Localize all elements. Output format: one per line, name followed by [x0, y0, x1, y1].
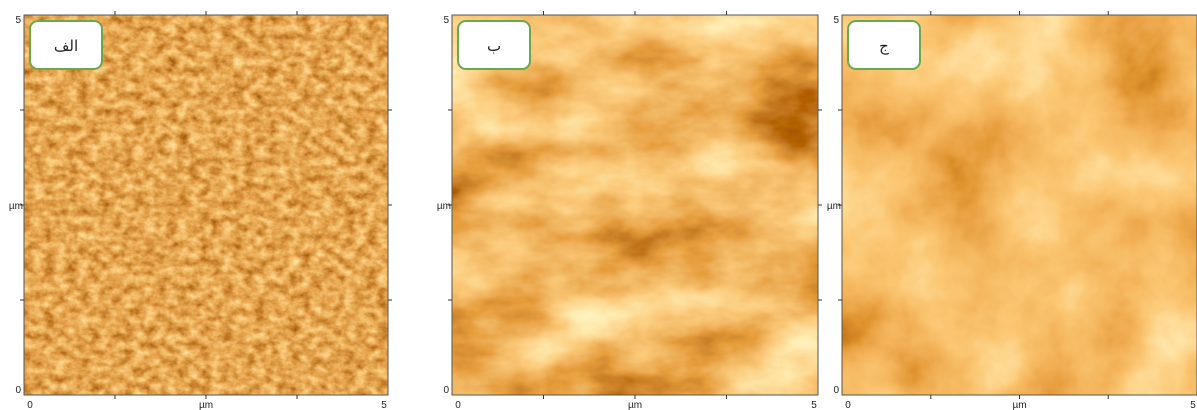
y-tick-label: 5 [15, 15, 21, 26]
afm-panel: 5 µm 00 µm 5 الف [9, 11, 392, 410]
afm-panel: 5 µm 00 µm 5 ج [827, 11, 1197, 410]
x-tick-label: 0 [845, 400, 851, 410]
x-tick-label: 5 [811, 400, 817, 410]
x-tick-label: 5 [1190, 400, 1196, 410]
x-axis-label: µm [1012, 400, 1026, 410]
panel-label: ب [487, 37, 501, 55]
y-tick-label: 5 [443, 15, 449, 26]
x-tick-label: 5 [381, 400, 387, 410]
y-tick-label: 0 [443, 385, 449, 396]
y-tick-label: 0 [15, 385, 21, 396]
x-tick-label: 0 [455, 400, 461, 410]
x-tick-label: 0 [27, 400, 33, 410]
afm-image [842, 15, 1197, 395]
panel-label: ج [879, 37, 889, 56]
y-tick-label: 5 [833, 15, 839, 26]
y-tick-label: 0 [833, 385, 839, 396]
panel-label: الف [54, 37, 78, 55]
x-axis-label: µm [199, 400, 213, 410]
afm-image [452, 15, 818, 395]
afm-panel: 5 µm 00 µm 5 ب [437, 11, 822, 410]
y-axis-label: µm [9, 201, 23, 212]
afm-image [24, 15, 388, 395]
x-axis-label: µm [628, 400, 642, 410]
page: 5µm00µm5الف5µm00µm5ب5µm00µm5ج [0, 0, 1197, 410]
y-axis-label: µm [827, 201, 841, 212]
y-axis-label: µm [437, 201, 451, 212]
